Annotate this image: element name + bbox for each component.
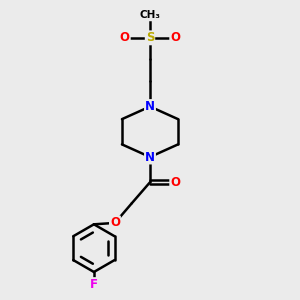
Text: O: O <box>170 31 180 44</box>
Text: O: O <box>110 216 120 230</box>
Text: F: F <box>90 278 98 291</box>
Text: O: O <box>170 176 180 189</box>
Text: S: S <box>146 31 154 44</box>
Text: CH₃: CH₃ <box>140 11 160 20</box>
Text: O: O <box>120 31 130 44</box>
Text: N: N <box>145 100 155 113</box>
Text: N: N <box>145 151 155 164</box>
